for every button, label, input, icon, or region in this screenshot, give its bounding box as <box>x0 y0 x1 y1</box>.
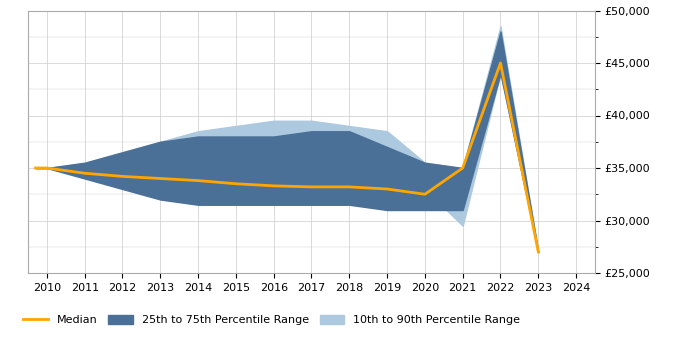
Median <box>383 187 391 191</box>
Line: Median: Median <box>36 63 538 252</box>
Median <box>534 250 542 254</box>
Median <box>270 184 278 188</box>
Median <box>156 176 164 181</box>
Median <box>421 192 429 196</box>
Median <box>307 185 316 189</box>
Median <box>458 166 467 170</box>
Median <box>32 166 40 170</box>
Median <box>232 182 240 186</box>
Median <box>194 178 202 183</box>
Median <box>496 61 505 65</box>
Median <box>80 171 89 175</box>
Median <box>118 174 127 179</box>
Legend: Median, 25th to 75th Percentile Range, 10th to 90th Percentile Range: Median, 25th to 75th Percentile Range, 1… <box>19 310 525 330</box>
Median <box>43 166 51 170</box>
Median <box>345 185 354 189</box>
